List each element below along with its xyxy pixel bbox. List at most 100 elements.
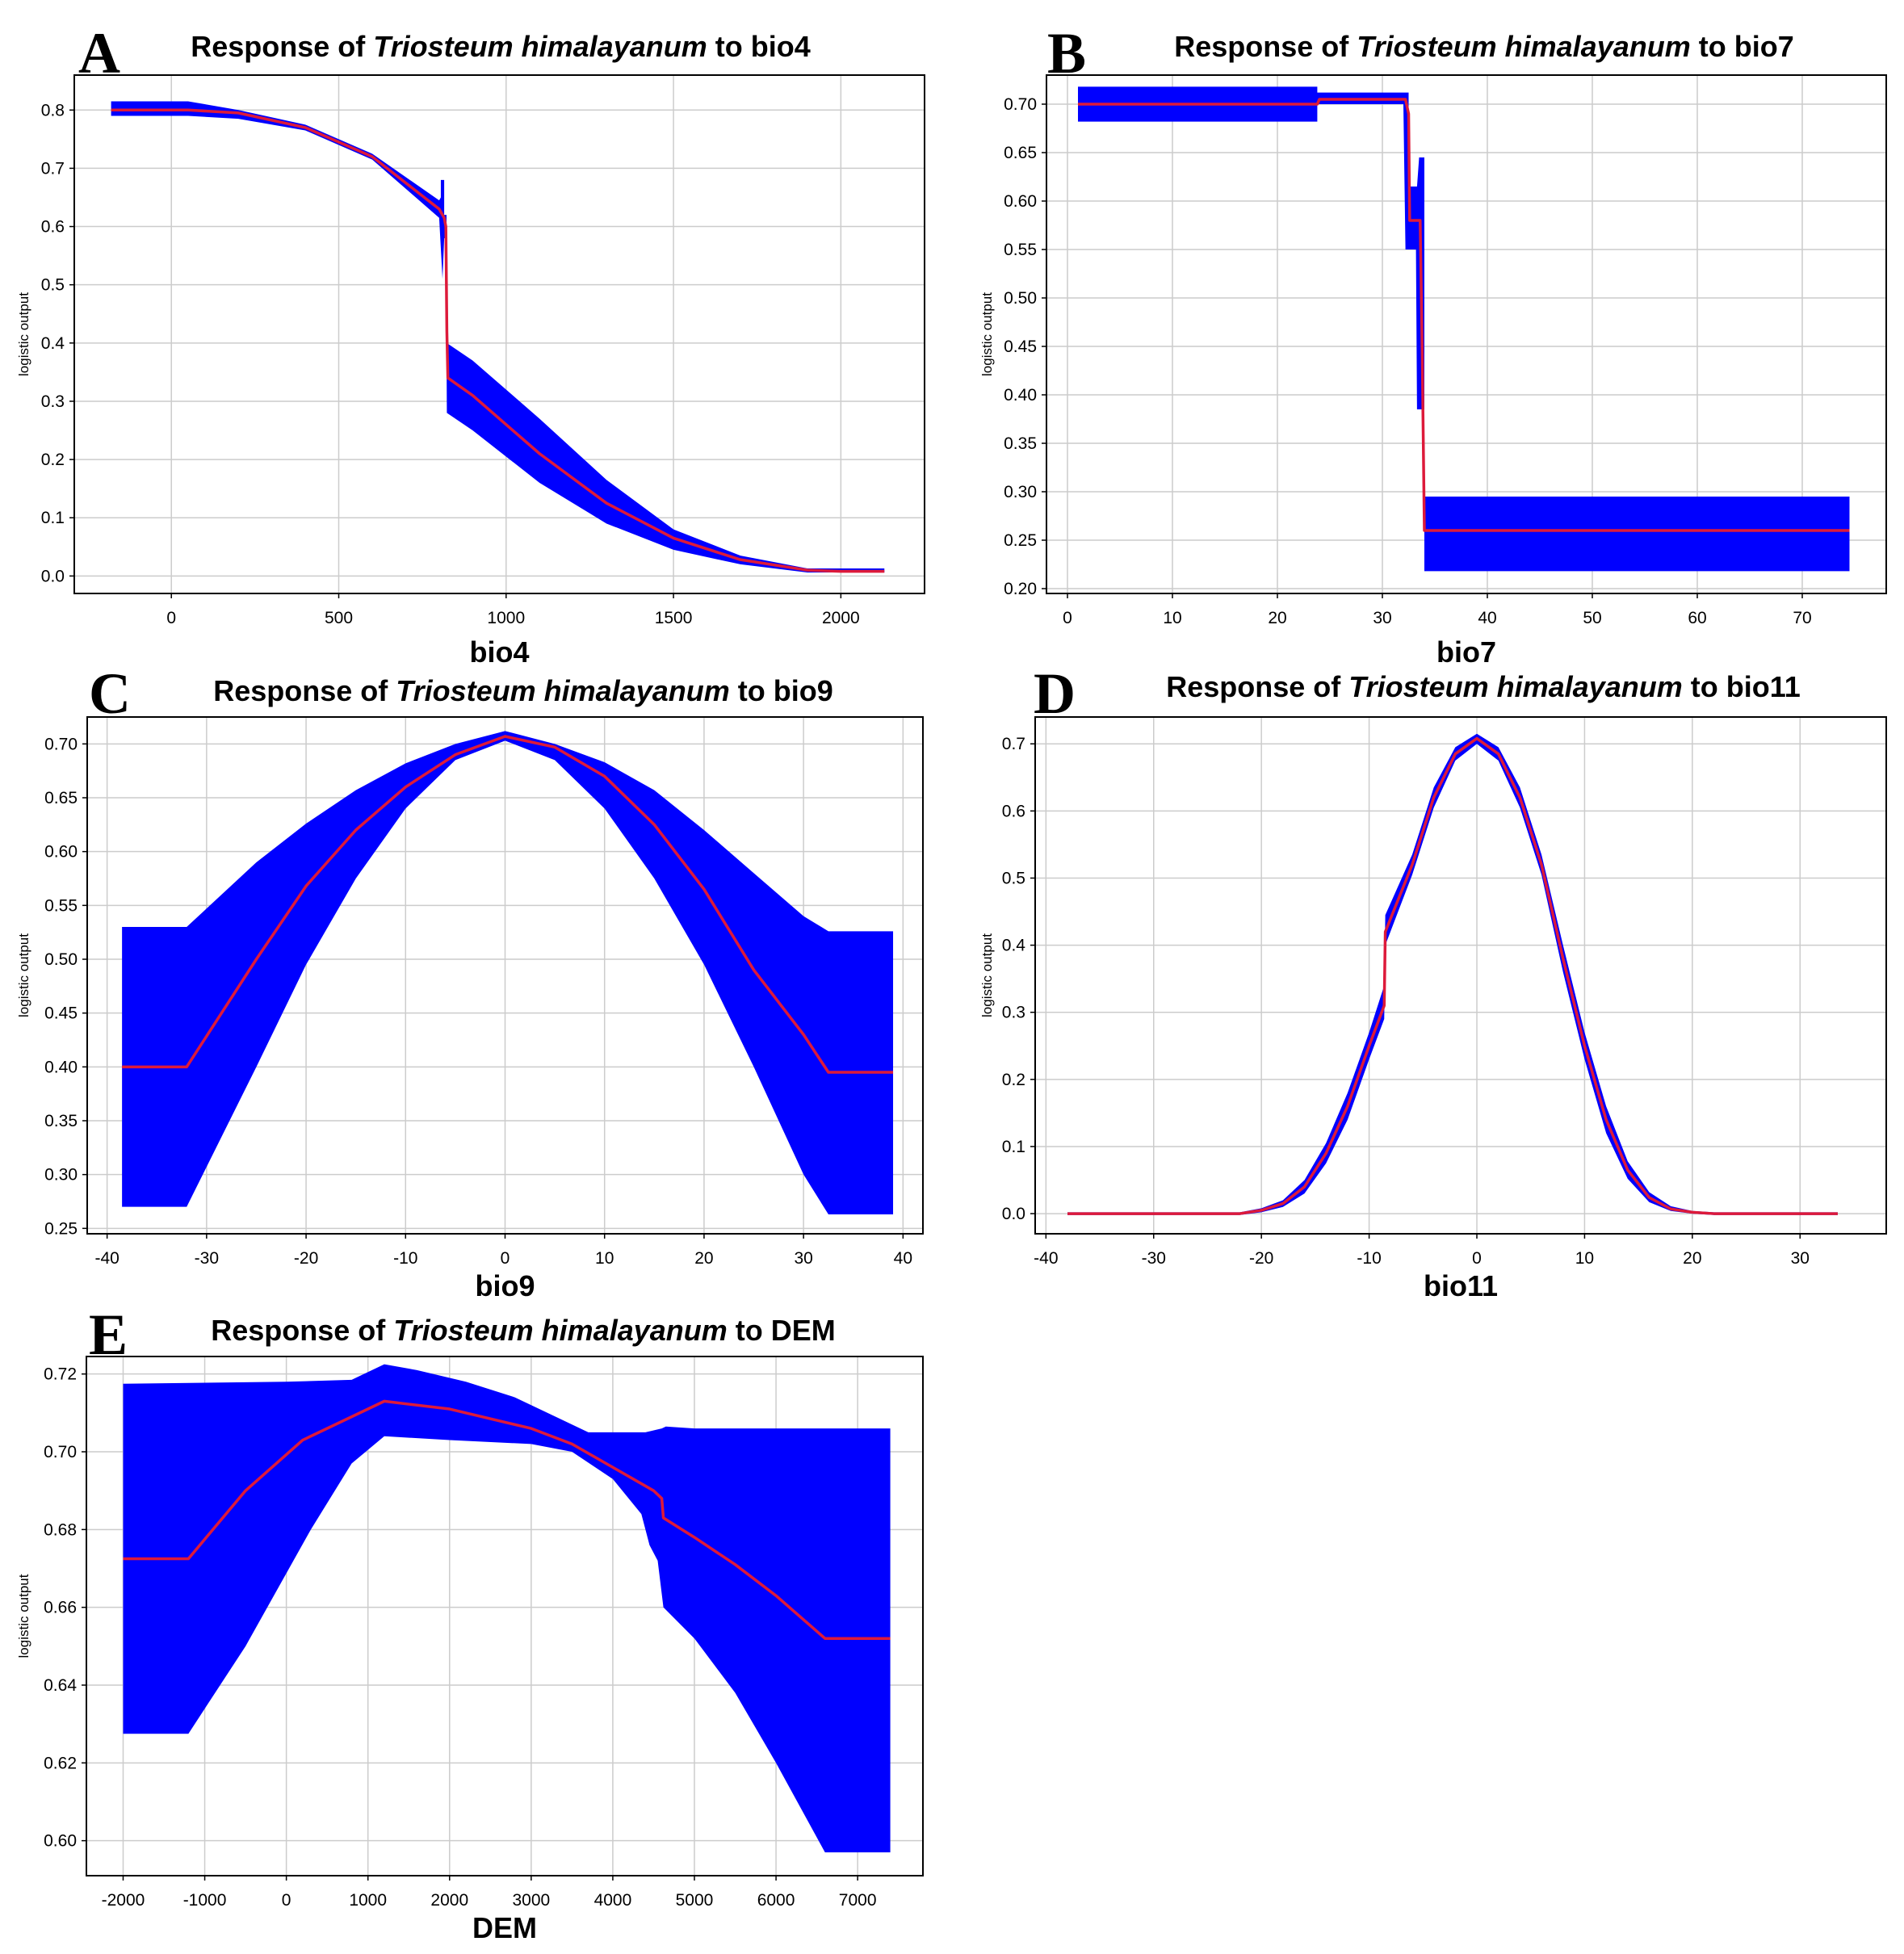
- x-tick-label: -40: [1034, 1249, 1058, 1268]
- x-tick-label: 0: [501, 1249, 510, 1268]
- x-tick-label: -30: [1142, 1249, 1166, 1268]
- chart-title-prefix: Response of: [213, 674, 396, 707]
- y-tick-label: 0.0: [41, 567, 65, 585]
- plot-frame: [1034, 716, 1887, 1235]
- x-tick-label: 3000: [512, 1891, 550, 1910]
- y-tick-label: 0.30: [1004, 483, 1037, 501]
- x-tick-label: 2000: [430, 1891, 468, 1910]
- x-tick-label: 10: [1575, 1249, 1594, 1268]
- x-tick-label: -10: [393, 1249, 417, 1268]
- x-tick-label: 5000: [676, 1891, 714, 1910]
- confidence-band: [111, 101, 885, 573]
- mean-response-line: [111, 108, 885, 573]
- y-tick-label: 0.4: [41, 334, 65, 353]
- y-tick-label: 0.7: [1002, 735, 1025, 753]
- y-tick-label: 0.6: [1002, 802, 1025, 820]
- x-tick-label: 60: [1688, 609, 1706, 627]
- x-axis-label: bio7: [1436, 635, 1496, 669]
- x-axis-label: bio4: [469, 635, 529, 669]
- chart-title-species: Triosteum himalayanum: [1348, 670, 1682, 703]
- y-tick-label: 0.64: [44, 1676, 77, 1695]
- x-axis-label: bio9: [475, 1269, 535, 1302]
- chart-title-prefix: Response of: [191, 30, 373, 63]
- x-tick-label: 1000: [487, 609, 525, 627]
- y-tick-label: 0.65: [1004, 144, 1037, 162]
- confidence-band: [1078, 86, 1850, 572]
- chart-title: Response of Triosteum himalayanum to DEM: [211, 1314, 836, 1347]
- y-tick-label: 0.70: [44, 735, 78, 753]
- y-tick-label: 0.70: [44, 1443, 77, 1461]
- chart-title: Response of Triosteum himalayanum to bio…: [191, 30, 811, 63]
- mean-response-line: [1078, 98, 1850, 532]
- y-tick-label: 0.30: [44, 1166, 78, 1185]
- chart-title-prefix: Response of: [1174, 30, 1357, 63]
- y-tick-label: 0.62: [44, 1754, 77, 1772]
- panel-a: 0 500 1000 1500 2000 0.0 0.1 0.2 0.3 0.4 0.5 0.6 0.7…: [16, 21, 925, 669]
- chart-title: Response of Triosteum himalayanum to bio…: [1174, 30, 1794, 63]
- x-tick-label: 30: [1373, 609, 1391, 627]
- chart-title-prefix: Response of: [211, 1314, 393, 1347]
- panel-letter: A: [78, 21, 120, 86]
- y-tick-label: 0.72: [44, 1365, 77, 1384]
- y-axis-label: logistic output: [979, 292, 995, 376]
- y-tick-label: 0.6: [41, 218, 65, 237]
- x-tick-label: 10: [1163, 609, 1181, 627]
- x-tick-label: 4000: [594, 1891, 632, 1910]
- x-tick-label: 20: [694, 1249, 713, 1268]
- y-tick-label: 0.45: [1004, 338, 1037, 356]
- chart-title-species: Triosteum himalayanum: [393, 1314, 727, 1347]
- mean-response-line: [1067, 736, 1838, 1215]
- confidence-band: [1067, 733, 1838, 1215]
- panel-letter: D: [1034, 661, 1076, 726]
- y-tick-label: 0.50: [44, 950, 78, 969]
- x-tick-label: 0: [166, 609, 176, 627]
- y-tick-label: 0.2: [1002, 1071, 1025, 1089]
- y-tick-label: 0.7: [41, 159, 65, 178]
- x-tick-label: 7000: [839, 1891, 877, 1910]
- y-tick-label: 0.60: [44, 1832, 77, 1851]
- y-tick-label: 0.70: [1004, 95, 1037, 114]
- panel-letter: B: [1047, 21, 1086, 86]
- y-tick-label: 0.25: [44, 1219, 78, 1238]
- x-tick-label: 30: [1791, 1249, 1810, 1268]
- x-tick-label: 1000: [349, 1891, 387, 1910]
- x-tick-label: 20: [1268, 609, 1286, 627]
- x-tick-label: 2000: [822, 609, 860, 627]
- x-axis-label: DEM: [472, 1911, 537, 1944]
- x-tick-label: 0: [1472, 1249, 1482, 1268]
- y-tick-label: 0.5: [1002, 869, 1025, 887]
- chart-title-species: Triosteum himalayanum: [1357, 30, 1690, 63]
- x-tick-label: -20: [1249, 1249, 1273, 1268]
- x-tick-label: -2000: [102, 1891, 145, 1910]
- x-tick-label: 6000: [757, 1891, 795, 1910]
- y-tick-label: 0.25: [1004, 531, 1037, 550]
- y-tick-label: 0.65: [44, 789, 78, 807]
- y-tick-label: 0.55: [1004, 241, 1037, 259]
- y-tick-label: 0.1: [41, 509, 65, 527]
- y-axis-label: logistic output: [16, 292, 31, 376]
- chart-title-suffix: to DEM: [728, 1314, 836, 1347]
- chart-title: Response of Triosteum himalayanum to bio…: [1166, 670, 1801, 703]
- x-tick-label: 500: [325, 609, 353, 627]
- y-tick-label: 0.40: [1004, 386, 1037, 405]
- x-tick-label: 0: [1063, 609, 1072, 627]
- x-tick-label: 40: [894, 1249, 912, 1268]
- plot-frame: [86, 1356, 924, 1876]
- y-tick-label: 0.50: [1004, 289, 1037, 308]
- x-tick-label: -40: [94, 1249, 119, 1268]
- chart-title-suffix: to bio7: [1691, 30, 1794, 63]
- panel-c: -40 -30 -20 -10 0 10 20 30 40 0.25 0.30 0.35 0.40 0.4…: [16, 661, 924, 1302]
- y-tick-label: 0.60: [1004, 192, 1037, 211]
- panel-b: 0 10 20 30 40 50 60 70 0.20 0.25 0.30 0.35 0.40 0.45 0…: [979, 21, 1887, 669]
- plot-frame: [1046, 74, 1887, 594]
- y-tick-label: 0.66: [44, 1599, 77, 1617]
- y-tick-label: 0.20: [1004, 580, 1037, 598]
- x-tick-label: -20: [294, 1249, 318, 1268]
- panel-letter: E: [89, 1302, 128, 1367]
- y-tick-label: 0.3: [1002, 1004, 1025, 1022]
- y-tick-label: 0.60: [44, 843, 78, 862]
- chart-title-prefix: Response of: [1166, 670, 1348, 703]
- x-tick-label: 0: [282, 1891, 291, 1910]
- y-axis-label: logistic output: [16, 933, 31, 1017]
